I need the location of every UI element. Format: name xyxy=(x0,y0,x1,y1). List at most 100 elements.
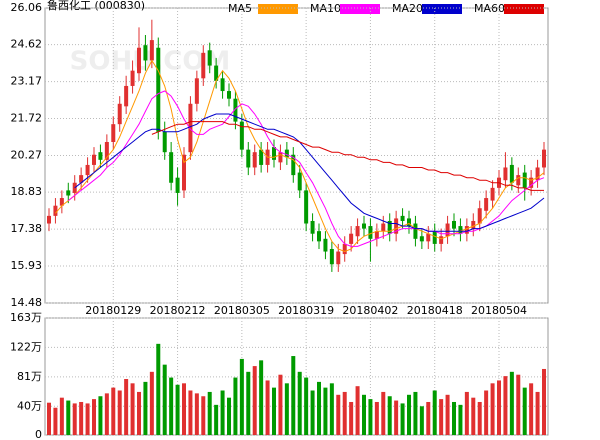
candle-body xyxy=(535,167,540,181)
candle-body xyxy=(124,85,129,107)
volume-bar xyxy=(304,377,309,435)
candle-body xyxy=(233,98,238,122)
candle-body xyxy=(98,152,103,160)
volume-bar xyxy=(503,376,508,435)
candle-body xyxy=(175,177,180,193)
legend-swatch xyxy=(504,4,544,14)
candle-body xyxy=(220,78,225,92)
candle-body xyxy=(452,220,456,229)
candle-body xyxy=(381,223,386,232)
volume-bar xyxy=(387,396,392,435)
x-tick-label: 20180212 xyxy=(150,304,206,317)
legend-swatch xyxy=(258,4,298,14)
legend-label: MA20 xyxy=(392,2,423,15)
volume-bar xyxy=(394,400,399,435)
candle-body xyxy=(458,226,463,234)
ma-line xyxy=(74,113,545,232)
volume-bar xyxy=(53,407,58,435)
candle-body xyxy=(445,223,450,237)
y-tick-label: 23.17 xyxy=(11,75,43,88)
volume-bar xyxy=(445,394,450,435)
candle-body xyxy=(471,220,476,229)
volume-bar xyxy=(85,403,90,435)
candle-body xyxy=(503,167,508,181)
volume-bar xyxy=(252,366,257,435)
candle-body xyxy=(323,238,328,252)
candle-body xyxy=(336,251,341,265)
candle-body xyxy=(490,187,495,201)
candle-body xyxy=(143,45,148,61)
candle-body xyxy=(149,40,154,61)
volume-bar xyxy=(419,406,424,435)
candle-body xyxy=(529,177,534,188)
candle-body xyxy=(252,152,257,168)
volume-bar xyxy=(214,404,219,435)
volume-bar xyxy=(426,401,431,435)
candle-body xyxy=(85,164,90,176)
candle-body xyxy=(201,52,206,79)
volume-bar xyxy=(47,402,51,435)
volume-bar xyxy=(458,404,463,435)
candle-body xyxy=(419,236,424,242)
volume-bar xyxy=(342,391,347,435)
volume-bar xyxy=(317,381,321,435)
volume-bar xyxy=(432,390,437,435)
y-tick-label: 21.72 xyxy=(11,112,43,125)
candle-body xyxy=(66,190,71,196)
volume-bar xyxy=(407,394,411,435)
volume-bar xyxy=(182,383,186,435)
y-tick-label: 17.38 xyxy=(11,222,43,235)
volume-bar xyxy=(464,391,469,435)
volume-bar xyxy=(188,390,193,435)
candle-body xyxy=(92,154,96,165)
candle-body xyxy=(394,218,399,234)
volume-bar xyxy=(400,403,405,435)
volume-bar xyxy=(452,401,456,435)
y-tick-label: 20.27 xyxy=(11,149,43,162)
candle-body xyxy=(194,78,199,104)
candle-body xyxy=(162,131,167,153)
volume-bar xyxy=(522,387,527,435)
candle-body xyxy=(111,124,116,142)
volume-bar xyxy=(143,381,148,435)
volume-bar xyxy=(477,401,482,435)
volume-bar xyxy=(516,374,521,435)
volume-bar xyxy=(92,399,96,435)
volume-bar xyxy=(362,394,366,435)
volume-bar xyxy=(162,364,167,435)
candle-body xyxy=(439,236,444,244)
candle-body xyxy=(227,91,231,99)
candle-body xyxy=(374,231,379,239)
candle-body xyxy=(317,231,321,242)
volume-bar xyxy=(381,391,386,435)
candle-body xyxy=(182,154,186,191)
volume-bar xyxy=(137,391,141,435)
legend-swatch xyxy=(340,4,380,14)
volume-bar xyxy=(156,343,161,435)
candle-body xyxy=(169,152,174,183)
candle-body xyxy=(188,103,193,153)
candle-body xyxy=(278,152,283,163)
volume-bar xyxy=(413,391,418,435)
candle-body xyxy=(239,121,244,150)
y2-tick-label: 122万 xyxy=(10,340,42,353)
candle-body xyxy=(310,220,315,234)
y-tick-label: 26.06 xyxy=(11,1,43,14)
volume-bar xyxy=(207,391,212,435)
volume-bar xyxy=(233,377,238,435)
volume-bar xyxy=(246,371,251,435)
volume-bar xyxy=(149,371,154,435)
volume-bar xyxy=(278,374,283,435)
candle-body xyxy=(464,226,469,234)
volume-bar xyxy=(175,384,180,435)
candle-body xyxy=(362,223,366,229)
volume-bar xyxy=(323,387,328,435)
volume-bar xyxy=(117,390,122,435)
x-tick-label: 20180319 xyxy=(278,304,334,317)
candle-body xyxy=(117,103,122,125)
volume-bar xyxy=(66,400,71,435)
candle-body xyxy=(522,172,527,188)
candle-body xyxy=(349,233,354,244)
volume-bar xyxy=(239,358,244,435)
candle-body xyxy=(304,190,309,224)
